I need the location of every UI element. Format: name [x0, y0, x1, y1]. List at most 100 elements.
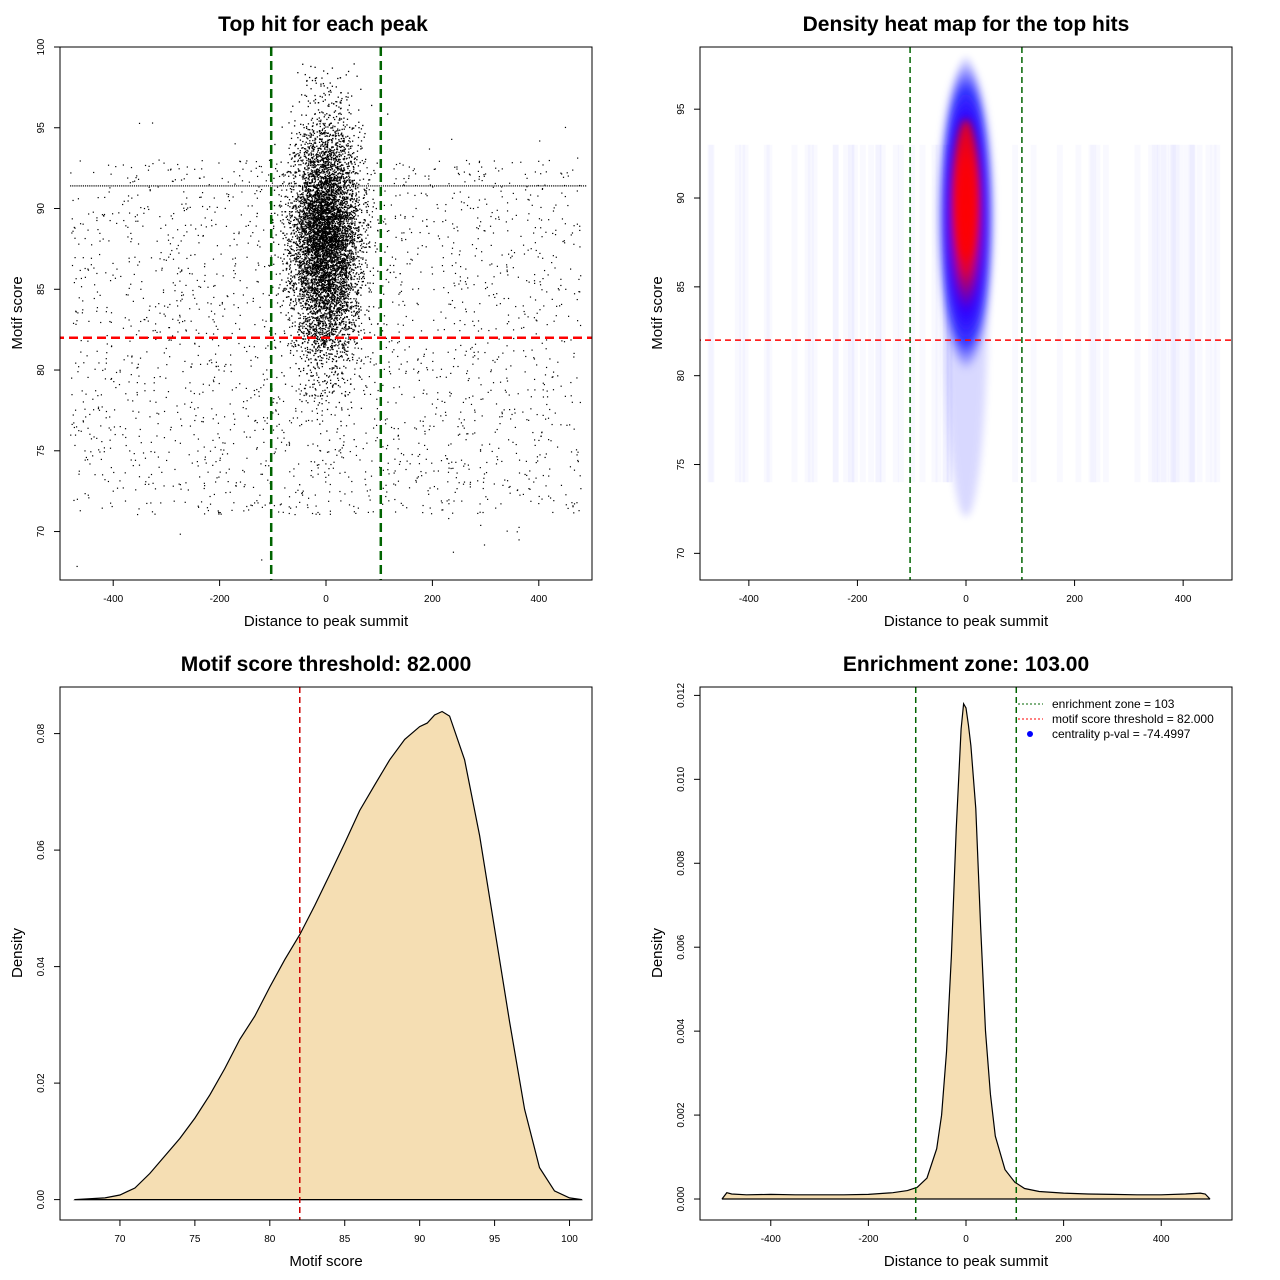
scatter-point [315, 333, 317, 335]
scatter-point [317, 268, 319, 270]
scatter-point [306, 182, 308, 184]
scatter-point [313, 291, 315, 294]
scatter-point [286, 196, 289, 198]
scatter-point [320, 227, 322, 230]
scatter-point [333, 225, 336, 227]
scatter-point [335, 284, 337, 286]
scatter-point [336, 296, 339, 299]
scatter-point [329, 223, 331, 225]
scatter-point [340, 170, 342, 172]
scatter-point [328, 439, 331, 441]
scatter-point [339, 204, 341, 206]
scatter-point [331, 67, 334, 69]
scatter-point [325, 187, 327, 189]
scatter-point [325, 162, 327, 164]
scatter-point [316, 241, 318, 244]
scatter-point [319, 244, 321, 247]
scatter-point [345, 305, 348, 307]
scatter-point [323, 280, 325, 282]
scatter-point [323, 332, 326, 334]
scatter-point [306, 226, 308, 228]
scatter-point [304, 214, 307, 216]
scatter-point [346, 262, 348, 264]
scatter-point [305, 114, 307, 116]
scatter-point [330, 193, 332, 195]
scatter-point [343, 278, 346, 280]
scatter-point [312, 228, 314, 231]
scatter-point [294, 216, 296, 218]
scatter-point [328, 326, 330, 328]
scatter-point [299, 322, 301, 324]
scatter-point [315, 359, 318, 361]
scatter-point [348, 148, 350, 150]
scatter-point [332, 303, 334, 305]
scatter-point [311, 273, 313, 275]
scatter-point [305, 318, 307, 320]
scatter-point [314, 113, 316, 115]
scatter-point [326, 300, 328, 303]
scatter-point [291, 280, 293, 283]
scatter-point [334, 323, 336, 325]
scatter-point [354, 275, 356, 278]
scatter-point [308, 258, 310, 260]
scatter-point [305, 278, 308, 280]
scatter-point [294, 156, 296, 158]
scatter-point [334, 203, 336, 205]
scatter-point [280, 230, 282, 232]
scatter-point [331, 299, 334, 302]
scatter-point [353, 439, 355, 441]
scatter-point [316, 297, 318, 299]
scatter-point [308, 217, 310, 219]
scatter-point [328, 295, 330, 297]
scatter-point [354, 314, 356, 317]
scatter-point [301, 285, 303, 288]
scatter-point [337, 158, 339, 161]
scatter-point [320, 278, 322, 280]
scatter-point [337, 288, 340, 291]
scatter-point [341, 149, 343, 152]
scatter-point [299, 257, 301, 259]
scatter-point [334, 184, 336, 186]
scatter-point [328, 139, 331, 141]
scatter-point [321, 213, 323, 215]
scatter-point [331, 260, 333, 262]
scatter-point [318, 197, 320, 199]
scatter-point [322, 221, 324, 224]
scatter-point [362, 276, 364, 278]
scatter-point [338, 155, 340, 158]
scatter-point [340, 203, 342, 205]
scatter-point [329, 151, 331, 153]
scatter-point [311, 117, 314, 120]
scatter-point [295, 345, 297, 347]
scatter-point [330, 159, 333, 161]
scatter-point [306, 197, 308, 199]
scatter-point [325, 334, 327, 337]
scatter-point [345, 186, 347, 188]
scatter-point [341, 253, 343, 255]
scatter-point [332, 163, 334, 166]
scatter-point [332, 367, 334, 369]
scatter-point [310, 361, 312, 364]
scatter-point [308, 199, 310, 201]
scatter-point [330, 154, 332, 156]
scatter-point [301, 236, 303, 238]
scatter-point [309, 207, 311, 209]
scatter-point [322, 345, 325, 348]
scatter-point [337, 341, 340, 343]
scatter-point [321, 350, 323, 352]
scatter-point [300, 227, 302, 229]
scatter-point [339, 263, 341, 265]
scatter-point [316, 340, 319, 343]
scatter-point [360, 407, 363, 410]
scatter-point [337, 287, 339, 290]
scatter-point [321, 308, 323, 310]
scatter-point [334, 317, 336, 319]
scatter-point [328, 323, 330, 325]
scatter-point [322, 318, 324, 320]
scatter-point [325, 243, 327, 245]
scatter-point [316, 184, 318, 186]
scatter-point [313, 208, 315, 210]
scatter-point [350, 255, 352, 258]
scatter-point [344, 126, 346, 128]
scatter-point [303, 197, 305, 199]
